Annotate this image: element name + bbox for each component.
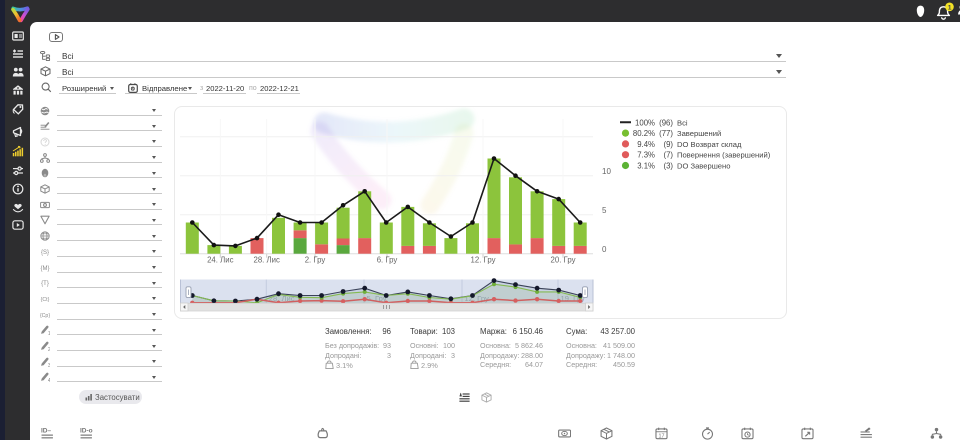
svg-text:2: 2 bbox=[48, 347, 50, 351]
svg-text:{Cp}: {Cp} bbox=[40, 313, 50, 319]
svg-text:(7): (7) bbox=[663, 151, 673, 160]
svg-text:(77): (77) bbox=[659, 129, 673, 138]
svg-text:{M}: {M} bbox=[40, 266, 49, 272]
svg-text:4: 4 bbox=[48, 378, 50, 382]
svg-text:Повернення (завершений): Повернення (завершений) bbox=[677, 151, 771, 160]
svg-text:DO Возврат склад: DO Возврат склад bbox=[677, 140, 742, 149]
svg-text:(9): (9) bbox=[663, 140, 673, 149]
svg-text:24. Лис: 24. Лис bbox=[207, 256, 233, 265]
svg-text:Завершений: Завершений bbox=[677, 129, 721, 138]
svg-text:3: 3 bbox=[48, 362, 50, 366]
svg-text:(3): (3) bbox=[663, 162, 673, 171]
svg-text:DO Завершено: DO Завершено bbox=[677, 162, 730, 171]
svg-text:(96): (96) bbox=[659, 118, 673, 127]
svg-text:{Ct}: {Ct} bbox=[41, 297, 50, 303]
svg-text:1: 1 bbox=[948, 4, 952, 11]
svg-text:{T}: {T} bbox=[41, 281, 49, 287]
svg-text:7.3%: 7.3% bbox=[637, 151, 655, 160]
svg-text:80.2%: 80.2% bbox=[633, 129, 655, 138]
svg-text:10: 10 bbox=[602, 167, 611, 176]
svg-text:1: 1 bbox=[48, 331, 50, 335]
svg-text:20. Гру: 20. Гру bbox=[551, 256, 576, 265]
svg-text:28. Лис: 28. Лис bbox=[254, 256, 280, 265]
svg-text:12. Гру: 12. Гру bbox=[465, 294, 489, 303]
svg-text:5. Гру: 5. Гру bbox=[367, 294, 387, 303]
svg-text:2. Гру: 2. Гру bbox=[305, 256, 326, 265]
svg-text:ID–: ID– bbox=[41, 427, 52, 434]
svg-text:28. Лис: 28. Лис bbox=[269, 294, 295, 303]
svg-text:5: 5 bbox=[602, 206, 607, 215]
svg-text:{S}: {S} bbox=[41, 250, 49, 256]
svg-text:3.1%: 3.1% bbox=[637, 162, 655, 171]
svg-text:19. Гру: 19. Гру bbox=[561, 294, 585, 303]
svg-text:17: 17 bbox=[658, 433, 664, 439]
svg-text:9.4%: 9.4% bbox=[637, 140, 655, 149]
svg-text:12. Гру: 12. Гру bbox=[471, 256, 496, 265]
svg-text:ID-o: ID-o bbox=[80, 427, 93, 434]
svg-text:6. Гру: 6. Гру bbox=[377, 256, 398, 265]
svg-text:100%: 100% bbox=[635, 118, 655, 127]
svg-text:0: 0 bbox=[602, 245, 607, 254]
svg-text:Всі: Всі bbox=[677, 118, 688, 127]
